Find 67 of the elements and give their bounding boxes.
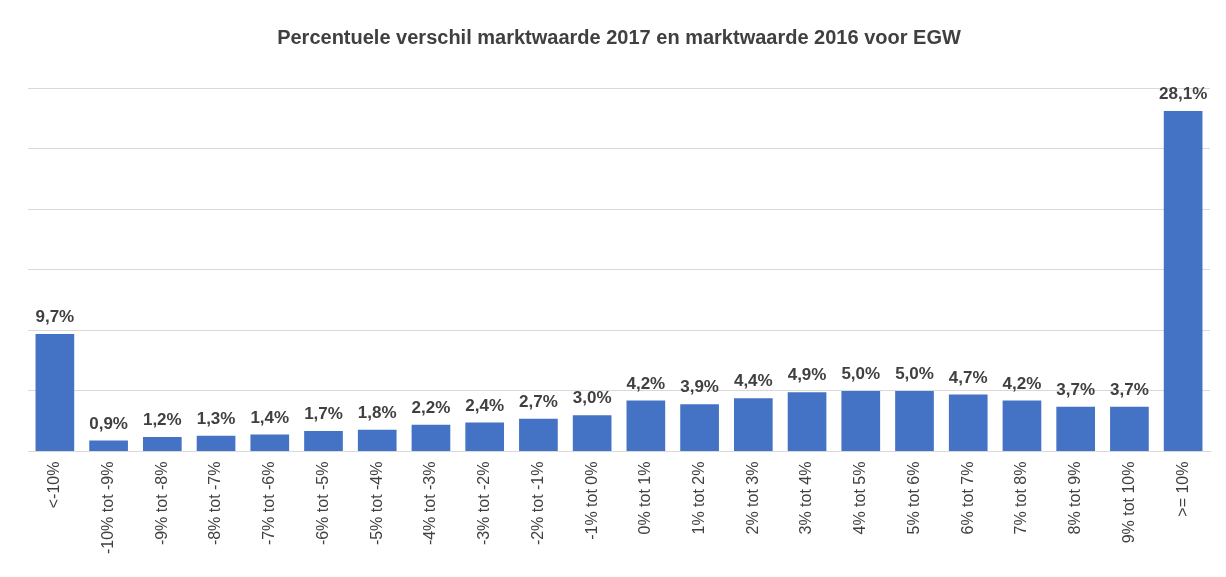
x-tick-label: -6% tot -5% bbox=[313, 461, 331, 546]
data-label: 9,7% bbox=[35, 307, 75, 327]
data-label: 4,4% bbox=[733, 371, 773, 391]
bar bbox=[196, 435, 236, 452]
x-tick-label: -2% tot -1% bbox=[528, 461, 546, 546]
data-label: 4,9% bbox=[787, 365, 827, 385]
x-tick-label: 7% tot 8% bbox=[1012, 461, 1030, 535]
x-tick-label: -9% tot -8% bbox=[152, 461, 170, 546]
data-label: 5,0% bbox=[841, 364, 881, 384]
x-tick-label: >= 10% bbox=[1173, 461, 1191, 517]
bar bbox=[841, 390, 881, 452]
data-label: 3,7% bbox=[1056, 379, 1096, 399]
bar bbox=[733, 398, 773, 452]
bar bbox=[572, 415, 612, 452]
x-tick-label: 4% tot 5% bbox=[851, 461, 869, 535]
data-label: 0,9% bbox=[89, 413, 128, 433]
data-label: 3,9% bbox=[680, 377, 719, 397]
data-label: 4,2% bbox=[1002, 373, 1042, 393]
x-tick-label: -4% tot -3% bbox=[421, 461, 439, 546]
x-tick-label: 6% tot 7% bbox=[958, 461, 976, 535]
data-label: 4,7% bbox=[948, 367, 988, 387]
x-tick-label: -7% tot -6% bbox=[260, 461, 278, 546]
data-label: 5,0% bbox=[895, 364, 934, 384]
x-tick-label: -1% tot 0% bbox=[582, 461, 600, 540]
bar bbox=[35, 333, 75, 452]
bar bbox=[787, 392, 827, 452]
bar bbox=[948, 394, 988, 452]
x-tick-label: -5% tot -4% bbox=[367, 461, 385, 546]
x-tick-label: -3% tot -2% bbox=[475, 461, 493, 546]
data-label: 1,7% bbox=[304, 404, 343, 424]
bar bbox=[357, 429, 397, 452]
bar bbox=[142, 436, 182, 452]
bar bbox=[411, 424, 451, 452]
chart-title: Percentuele verschil marktwaarde 2017 en marktwaarde 2016 voor EGW bbox=[277, 25, 961, 48]
bar bbox=[465, 422, 505, 452]
x-tick-label: -8% tot -7% bbox=[206, 461, 224, 546]
data-label: 1,4% bbox=[250, 407, 290, 427]
x-tick-label: 9% tot 10% bbox=[1119, 461, 1137, 544]
data-label: 3,0% bbox=[572, 388, 612, 408]
bar bbox=[1002, 400, 1042, 452]
bar bbox=[680, 404, 719, 452]
x-tick-label: 5% tot 6% bbox=[904, 461, 922, 535]
data-label: 2,2% bbox=[411, 398, 451, 418]
data-label: 1,8% bbox=[357, 402, 397, 422]
x-tick-label: 8% tot 9% bbox=[1066, 461, 1084, 535]
bar bbox=[626, 400, 666, 452]
data-label: 4,2% bbox=[626, 373, 666, 393]
data-label: 28,1% bbox=[1159, 84, 1208, 104]
x-tick-label: <-10% bbox=[45, 461, 63, 509]
bar bbox=[1163, 111, 1203, 452]
bar bbox=[1110, 406, 1149, 452]
x-tick-label: 3% tot 4% bbox=[797, 461, 815, 535]
x-tick-label: 1% tot 2% bbox=[690, 461, 707, 535]
bar bbox=[250, 434, 290, 452]
data-label: 1,2% bbox=[142, 410, 182, 430]
bar bbox=[519, 418, 558, 452]
bar bbox=[895, 390, 934, 452]
bar bbox=[304, 430, 343, 452]
bar bbox=[1056, 406, 1096, 452]
data-label: 2,7% bbox=[519, 391, 558, 411]
x-tick-label: 0% tot 1% bbox=[636, 461, 654, 535]
data-label: 3,7% bbox=[1110, 379, 1149, 399]
bar bbox=[89, 440, 128, 452]
x-tick-label: 2% tot 3% bbox=[743, 461, 761, 535]
data-label: 1,3% bbox=[196, 408, 236, 428]
data-label: 2,4% bbox=[465, 395, 505, 415]
x-tick-label: -10% tot -9% bbox=[99, 461, 116, 554]
